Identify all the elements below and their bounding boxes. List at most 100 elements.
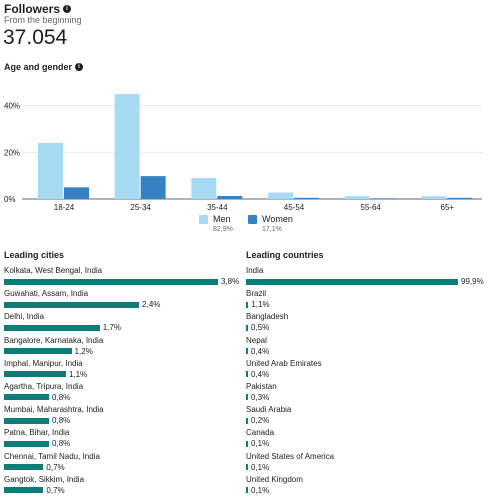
item-label: Saudi Arabia: [246, 405, 292, 415]
legend-women-percent: 17,1%: [262, 226, 282, 233]
value-bar: [4, 464, 44, 470]
list-item: Guwahati, Assam, India 2,4%: [4, 289, 239, 312]
info-icon[interactable]: i: [75, 63, 84, 71]
list-item: Bangladesh 0,5%: [246, 312, 484, 335]
list-item: United Arab Emirates 0,4%: [246, 359, 484, 382]
item-label: United Kingdom: [246, 474, 303, 484]
bar-women-25-34[interactable]: [140, 176, 166, 199]
value-label: 0,5%: [251, 323, 270, 333]
followers-subtitle: From the beginning: [4, 15, 82, 25]
legend-men-percent: 82,9%: [213, 226, 233, 233]
value-bar: [246, 394, 248, 401]
bar-row: 0,4%: [246, 370, 484, 379]
list-item: Mumbai, Maharashtra, India 0,8%: [4, 405, 239, 428]
age-gender-title: Age and gender i: [4, 62, 84, 72]
list-item: Bangalore, Karnataka, India 1,2%: [4, 336, 239, 359]
followers-title-text: Followers: [4, 2, 61, 16]
x-tick-label: 55-64: [360, 203, 381, 212]
list-item: Patna, Bihar, India 0,8%: [4, 428, 239, 451]
value-bar: [246, 324, 248, 331]
value-label: 1,1%: [251, 300, 270, 310]
x-tick-label: 65+: [441, 203, 455, 212]
leading-countries-list: India 99,9% Brazil 1,1% Bangladesh 0,5% Nepal 0…: [246, 266, 484, 498]
item-label: Nepal: [246, 335, 267, 345]
value-bar: [4, 394, 50, 401]
legend-women-swatch: [248, 214, 257, 224]
list-item: Brazil 1,1%: [246, 289, 484, 312]
item-label: Agartha, Tripura, India: [4, 381, 84, 391]
value-bar: [246, 301, 249, 308]
value-label: 1,1%: [68, 369, 88, 379]
legend-men-swatch: [199, 214, 208, 224]
value-label: 0,8%: [52, 439, 71, 449]
item-label: Chennai, Tamil Nadu, India: [4, 451, 100, 461]
bar-row: 0,1%: [246, 439, 484, 448]
item-label: United States of America: [246, 451, 335, 461]
bar-row: 0,7%: [4, 463, 239, 472]
info-icon[interactable]: i: [63, 5, 72, 13]
followers-total: 37.054: [3, 26, 68, 49]
list-item: Imphal, Manipur, India 1,1%: [4, 359, 239, 382]
followers-title: Followers i: [4, 2, 72, 16]
value-bar: [246, 487, 248, 494]
list-item: Pakistan 0,3%: [246, 382, 484, 405]
bar-men-25-34[interactable]: [114, 94, 140, 199]
value-bar: [4, 417, 50, 424]
list-item: Canada 0,1%: [246, 428, 484, 451]
x-tick-label: 25-34: [130, 203, 151, 212]
bar-row: 3,8%: [4, 277, 239, 286]
item-label: Bangladesh: [246, 312, 289, 322]
bar-row: 1,7%: [4, 323, 239, 332]
value-bar: [4, 371, 66, 378]
bar-row: 0,8%: [4, 393, 239, 402]
value-label: 0,7%: [46, 485, 65, 495]
leading-cities-list: Kolkata, West Bengal, India 3,8% Guwahati,…: [4, 266, 239, 498]
value-bar: [246, 464, 248, 470]
x-tick-label: 35-44: [207, 203, 228, 212]
bar-row: 0,4%: [246, 347, 484, 356]
bar-row: 99,9%: [246, 277, 484, 286]
value-label: 0,4%: [251, 369, 270, 379]
value-bar: [4, 487, 44, 494]
x-tick-label: 18-24: [54, 203, 75, 212]
bar-women-55-64[interactable]: [370, 198, 396, 199]
value-label: 3,8%: [221, 277, 240, 286]
value-label: 0,1%: [251, 462, 270, 472]
leading-cities-title: Leading cities: [4, 250, 65, 260]
value-label: 0,8%: [52, 416, 71, 426]
bar-row: 1,2%: [4, 347, 239, 356]
list-item: Chennai, Tamil Nadu, India 0,7%: [4, 452, 239, 475]
bar-row: 0,2%: [246, 416, 484, 425]
value-label: 0,3%: [251, 392, 270, 402]
list-item: India 99,9%: [246, 266, 484, 289]
item-label: Pakistan: [246, 381, 277, 391]
bar-men-45-54[interactable]: [268, 192, 293, 199]
list-item: Nepal 0,4%: [246, 336, 484, 359]
bar-men-35-44[interactable]: [191, 178, 217, 199]
bar-men-55-64[interactable]: [344, 196, 370, 199]
item-label: Bangalore, Karnataka, India: [4, 335, 104, 345]
legend-men[interactable]: Men 82,9%: [199, 214, 233, 233]
bar-women-35-44[interactable]: [217, 195, 243, 199]
value-bar: [246, 371, 248, 378]
value-label: 0,2%: [251, 416, 270, 426]
value-label: 0,1%: [251, 439, 270, 449]
value-label: 99,9%: [461, 277, 484, 286]
bar-women-45-54[interactable]: [294, 197, 319, 199]
value-bar: [4, 324, 100, 331]
bar-men-18-24[interactable]: [38, 143, 63, 199]
y-tick-label: 0%: [4, 195, 16, 204]
value-label: 0,7%: [46, 462, 65, 472]
bar-men-65+[interactable]: [421, 196, 447, 199]
bar-row: 0,5%: [246, 323, 484, 332]
bar-women-65+[interactable]: [447, 197, 473, 199]
value-bar: [4, 348, 72, 355]
bar-row: 2,4%: [4, 300, 239, 309]
bar-women-18-24[interactable]: [64, 187, 89, 199]
leading-countries-title: Leading countries: [246, 250, 324, 260]
list-item: Delhi, India 1,7%: [4, 312, 239, 335]
bar-row: 0,8%: [4, 416, 239, 425]
value-bar: [4, 440, 50, 447]
bar-row: 0,1%: [246, 463, 484, 472]
legend-women[interactable]: Women 17,1%: [248, 214, 293, 233]
